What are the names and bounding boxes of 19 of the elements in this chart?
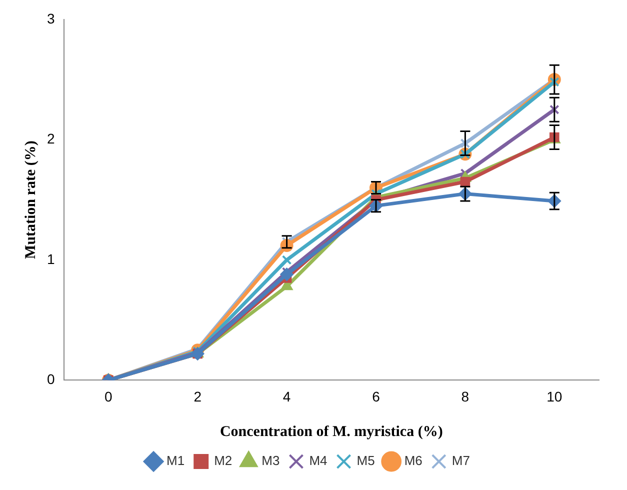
x-tick-label: 6	[372, 388, 380, 404]
legend-label: M1	[166, 453, 185, 468]
legend-label: M6	[404, 453, 422, 468]
legend-label: M7	[452, 453, 470, 468]
y-axis-title: Mutation rate (%)	[22, 140, 39, 259]
x-tick-label: 8	[461, 388, 470, 404]
x-tick-label: 0	[104, 388, 112, 404]
legend-label: M4	[309, 453, 328, 468]
y-tick-label: 0	[46, 371, 55, 388]
y-tick-label: 3	[46, 10, 55, 26]
y-tick-label: 2	[46, 130, 55, 147]
legend-label: M3	[262, 453, 280, 468]
x-axis-title: Concentration of M. myristica (%)	[220, 424, 443, 440]
legend-label: M5	[356, 453, 375, 468]
y-tick-label: 1	[46, 250, 55, 267]
legend-label: M2	[214, 453, 232, 468]
x-tick-label: 2	[194, 388, 202, 404]
x-tick-label: 4	[282, 388, 291, 404]
x-tick-label: 10	[546, 388, 562, 404]
